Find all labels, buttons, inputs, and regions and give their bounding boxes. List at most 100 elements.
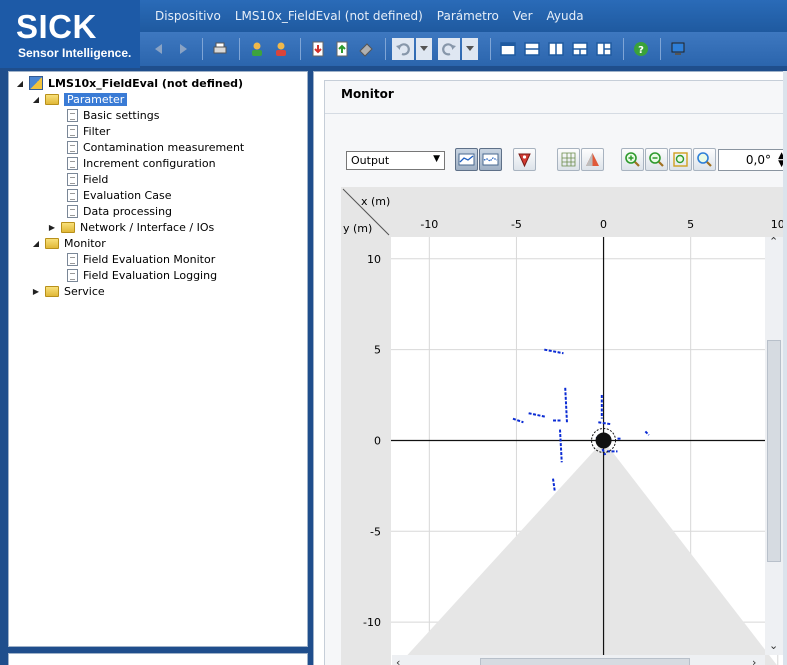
horizontal-scroll-thumb[interactable]	[480, 658, 690, 665]
zoom-fit-icon	[673, 152, 688, 167]
tree-item-evaluation-case[interactable]: Evaluation Case	[67, 187, 171, 203]
vertical-scrollbar[interactable]: ⌃ ⌄	[765, 235, 783, 655]
arrow-left-icon	[155, 44, 162, 54]
spinner-arrows-icon[interactable]: ▲ ▼	[778, 151, 785, 169]
layout-vertical-button[interactable]	[545, 38, 567, 60]
vertical-scroll-thumb[interactable]	[767, 340, 781, 562]
scan-plot[interactable]: x (m) y (m) -10 -5 0 5 10 10 5 0 -5 -10	[341, 187, 783, 665]
field-of-view	[398, 440, 777, 665]
back-button[interactable]	[148, 38, 170, 60]
document-icon	[67, 108, 78, 122]
tree-item-field-eval-logging[interactable]: Field Evaluation Logging	[67, 267, 217, 283]
tree-item-label: Service	[64, 284, 105, 298]
scroll-up-icon[interactable]: ⌃	[769, 235, 779, 248]
tree-item-parameter[interactable]: ◢ Parameter	[31, 91, 128, 107]
logout-button[interactable]	[270, 38, 292, 60]
scan-segment	[644, 430, 650, 436]
brand-logo-area: SICK Sensor Intelligence.	[0, 0, 140, 68]
help-button[interactable]: ?	[630, 38, 652, 60]
eraser-button[interactable]	[355, 38, 377, 60]
scan-segment	[564, 387, 568, 423]
tree-item-field-eval-monitor[interactable]: Field Evaluation Monitor	[67, 251, 215, 267]
zoom-in-button[interactable]	[621, 148, 644, 171]
zoom-out-button[interactable]	[645, 148, 668, 171]
tree-item-service[interactable]: ▶ Service	[31, 283, 105, 299]
document-icon	[67, 172, 78, 186]
view-scan-button[interactable]	[479, 148, 502, 171]
upload-button[interactable]	[331, 38, 353, 60]
tree-root-label: LMS10x_FieldEval (not defined)	[48, 76, 244, 90]
scroll-left-icon[interactable]: ‹	[396, 656, 401, 665]
redo-dropdown-button[interactable]	[462, 38, 478, 60]
tick-labels: -10 -5 0 5 10 10 5 0 -5 -10	[363, 218, 783, 629]
menu-device-name[interactable]: LMS10x_FieldEval (not defined)	[234, 9, 423, 23]
rotation-angle-input[interactable]: 0,0° ▲ ▼	[718, 149, 787, 171]
undo-button[interactable]	[392, 38, 414, 60]
horizontal-scrollbar[interactable]: ‹ ›	[392, 655, 765, 665]
output-select-value: Output	[351, 154, 390, 167]
window-layout-single-icon	[500, 42, 516, 56]
field-settings-button[interactable]	[513, 148, 536, 171]
x-tick-label: 5	[687, 218, 694, 231]
x-axis-label: x (m)	[361, 195, 390, 208]
zoom-out-icon	[649, 152, 664, 167]
menu-ayuda[interactable]: Ayuda	[546, 9, 584, 23]
collapse-icon[interactable]: ◢	[32, 94, 40, 104]
device-monitor-button[interactable]	[667, 38, 689, 60]
layout-split-button[interactable]	[593, 38, 615, 60]
tree-item-label: Evaluation Case	[83, 188, 172, 202]
grid-toggle-button[interactable]	[557, 148, 580, 171]
zoom-fit-button[interactable]	[669, 148, 692, 171]
print-button[interactable]	[209, 38, 231, 60]
tree-item-filter[interactable]: Filter	[67, 123, 110, 139]
scan-segment	[558, 429, 563, 463]
tree-item-basic-settings[interactable]: Basic settings	[67, 107, 159, 123]
tree-item-network[interactable]: ▶ Network / Interface / IOs	[47, 219, 214, 235]
tree-item-label: Contamination measurement	[83, 140, 245, 154]
collapse-icon[interactable]: ◢	[16, 78, 24, 88]
view-line-button[interactable]	[455, 148, 478, 171]
download-button[interactable]	[307, 38, 329, 60]
rotation-angle-value: 0,0°	[745, 153, 771, 167]
tree-item-contamination[interactable]: Contamination measurement	[67, 139, 244, 155]
user-logout-icon	[276, 42, 286, 56]
window-layout-grid-icon	[572, 42, 588, 56]
output-select[interactable]: Output ▼	[346, 151, 445, 170]
layout-horizontal-button[interactable]	[521, 38, 543, 60]
forward-button[interactable]	[172, 38, 194, 60]
expand-icon[interactable]: ▶	[32, 286, 40, 296]
y-tick-label: -5	[370, 525, 381, 538]
help-icon: ?	[634, 42, 648, 56]
tree-item-field[interactable]: Field	[67, 171, 108, 187]
zoom-reset-button[interactable]	[693, 148, 716, 171]
menu-dispositivo[interactable]: Dispositivo	[155, 9, 221, 23]
tree-root[interactable]: ◢ LMS10x_FieldEval (not defined)	[15, 75, 243, 91]
toolbar-separator	[239, 38, 240, 60]
tree-item-increment[interactable]: Increment configuration	[67, 155, 216, 171]
printer-icon	[213, 42, 227, 54]
menu-parametro[interactable]: Parámetro	[436, 9, 499, 23]
folder-icon	[45, 286, 59, 297]
collapse-icon[interactable]: ◢	[32, 238, 40, 248]
x-tick-label: -10	[420, 218, 438, 231]
scroll-right-icon[interactable]: ›	[752, 656, 757, 665]
svg-text:?: ?	[638, 45, 644, 56]
layout-single-button[interactable]	[497, 38, 519, 60]
undo-dropdown-button[interactable]	[416, 38, 432, 60]
redo-button[interactable]	[438, 38, 460, 60]
expand-icon[interactable]: ▶	[48, 222, 56, 232]
tree-item-data-processing[interactable]: Data processing	[67, 203, 172, 219]
login-button[interactable]	[246, 38, 268, 60]
brand-logo: SICK	[16, 8, 97, 45]
scan-segment	[598, 421, 611, 426]
grid-icon	[561, 152, 576, 167]
tree-item-label: Monitor	[64, 236, 106, 250]
document-icon	[67, 140, 78, 154]
upload-icon	[336, 41, 348, 57]
layout-grid-button[interactable]	[569, 38, 591, 60]
tree-item-monitor[interactable]: ◢ Monitor	[31, 235, 106, 251]
menu-ver[interactable]: Ver	[512, 9, 533, 23]
bottom-panel	[8, 653, 308, 665]
field-view-button[interactable]	[581, 148, 604, 171]
scroll-down-icon[interactable]: ⌄	[769, 639, 779, 652]
